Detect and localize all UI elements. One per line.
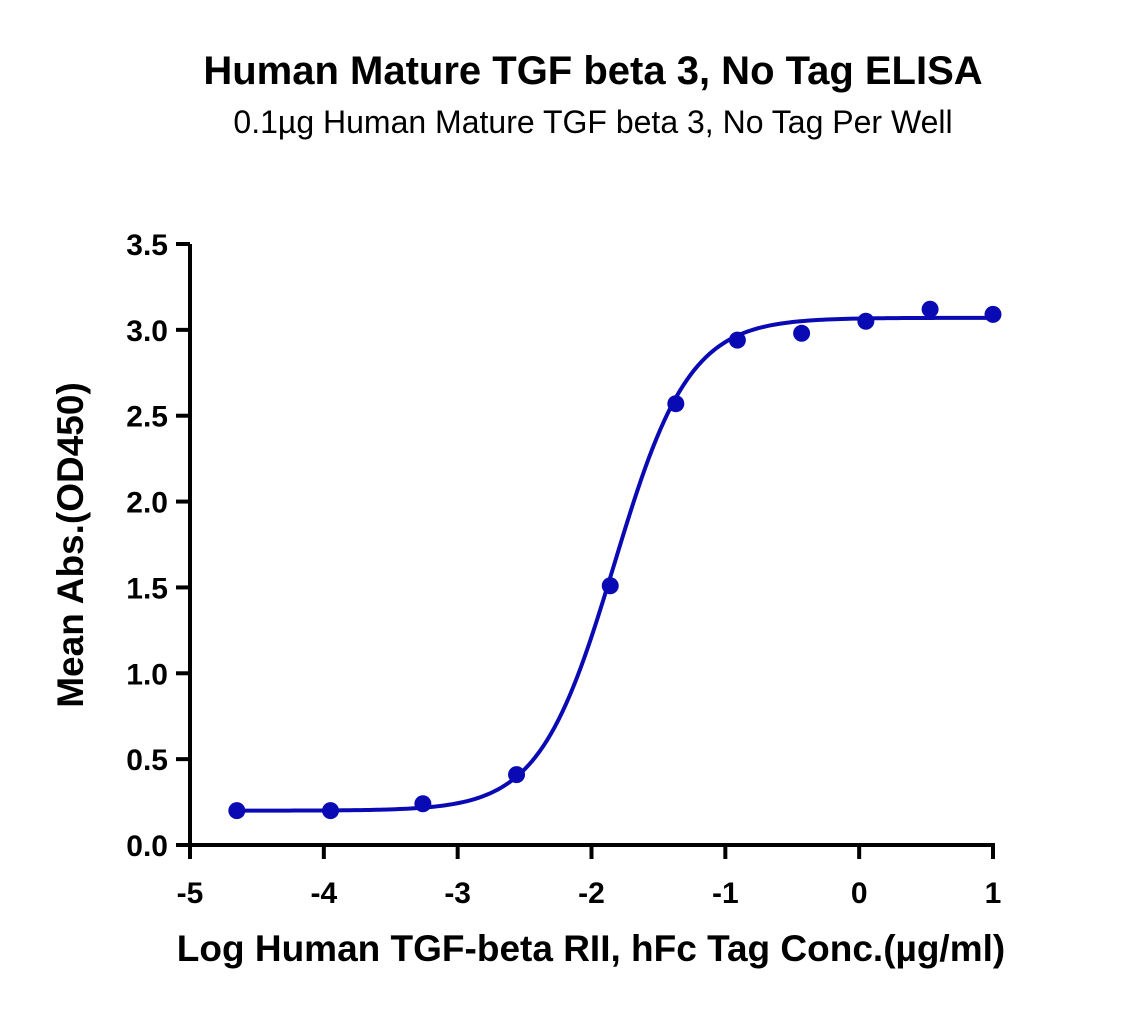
x-tick-label: -4 (310, 877, 337, 910)
y-tick-label: 0.0 (126, 830, 168, 863)
data-point (921, 300, 939, 318)
data-point (667, 395, 685, 413)
x-tick-label: -2 (578, 877, 605, 910)
data-point (508, 766, 526, 784)
data-point (601, 577, 619, 595)
x-tick-label: -5 (177, 877, 204, 910)
fit-curve (236, 315, 993, 813)
x-axis-label: Log Human TGF-beta RII, hFc Tag Conc.(µg… (177, 928, 1005, 969)
x-tick-label: 0 (851, 877, 868, 910)
y-axis-label: Mean Abs.(OD450) (50, 382, 91, 708)
chart-subtitle: 0.1µg Human Mature TGF beta 3, No Tag Pe… (233, 104, 952, 140)
y-tick-label: 1.0 (126, 658, 168, 691)
y-tick-label: 2.0 (126, 487, 168, 520)
y-tick-label: 3.5 (126, 229, 168, 262)
data-point (793, 324, 811, 342)
data-points (228, 300, 1002, 820)
x-axis: -5 -4 -3 -2 -1 0 1 (177, 843, 1002, 910)
data-point (414, 795, 432, 813)
x-tick-label: -1 (712, 877, 739, 910)
chart-title: Human Mature TGF beta 3, No Tag ELISA (203, 49, 982, 93)
data-point (728, 331, 746, 349)
data-point (984, 305, 1002, 323)
y-tick-label: 1.5 (126, 572, 168, 605)
y-tick-label: 0.5 (126, 744, 168, 777)
y-tick-label: 3.0 (126, 315, 168, 348)
y-tick-label: 2.5 (126, 401, 168, 434)
data-point (228, 802, 246, 820)
x-tick-label: 1 (985, 877, 1002, 910)
x-tick-label: -3 (444, 877, 471, 910)
data-point (322, 802, 340, 820)
y-axis: 0.0 0.5 1.0 1.5 2.0 2.5 3.0 3.5 (126, 229, 192, 863)
data-point (857, 312, 875, 330)
